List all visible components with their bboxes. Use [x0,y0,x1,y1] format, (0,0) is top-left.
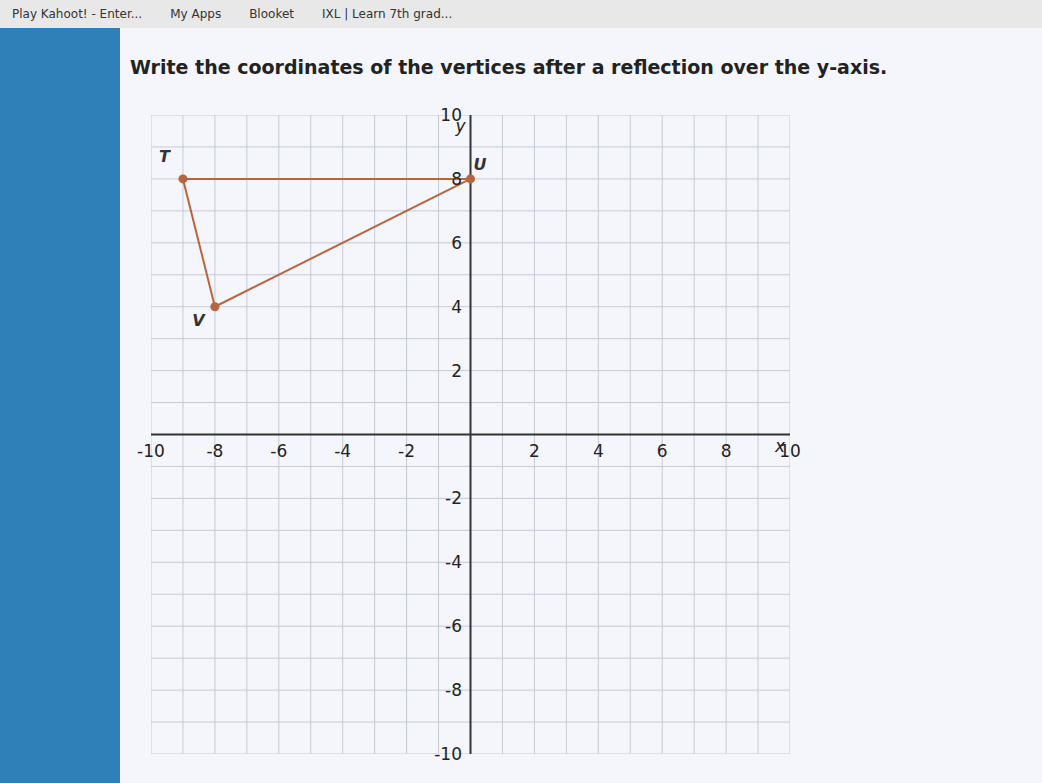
html-text:Write the coordinates of the v: Write the coordinates of the vertices af… [130,56,888,78]
html-text:IXL | Learn 7th grad...: IXL | Learn 7th grad... [322,7,453,21]
svg-text:-10: -10 [137,441,165,461]
svg-text:-8: -8 [206,441,223,461]
svg-text:8: 8 [451,169,462,189]
svg-text:T: T [159,147,171,166]
svg-text:6: 6 [657,441,668,461]
svg-text:-4: -4 [334,441,351,461]
svg-text:-2: -2 [445,488,462,508]
svg-text:V: V [192,311,206,330]
svg-text:-6: -6 [445,616,462,636]
svg-text:10: 10 [779,441,801,461]
svg-text:y: y [454,116,466,136]
svg-text:-2: -2 [398,441,415,461]
svg-text:4: 4 [451,297,462,317]
svg-text:4: 4 [593,441,604,461]
svg-text:-4: -4 [445,552,462,572]
html-text:My Apps: My Apps [170,7,222,21]
svg-text:2: 2 [529,441,540,461]
svg-text:x: x [774,436,786,456]
html-text:Blooket: Blooket [249,7,294,21]
svg-text:6: 6 [451,233,462,253]
svg-text:U: U [473,155,486,174]
html-text:Play Kahoot! - Enter...: Play Kahoot! - Enter... [12,7,143,21]
svg-text:-6: -6 [270,441,287,461]
svg-text:10: 10 [440,105,462,125]
svg-text:8: 8 [721,441,732,461]
svg-text:-10: -10 [434,744,462,764]
svg-text:-8: -8 [445,680,462,700]
svg-text:2: 2 [451,361,462,381]
